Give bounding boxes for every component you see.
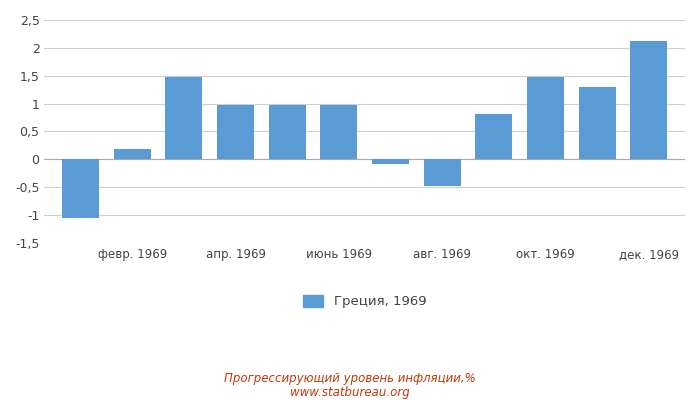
Bar [320, 105, 358, 159]
Bar [579, 87, 616, 159]
Bar [527, 78, 564, 159]
Bar [630, 41, 667, 159]
Bar [217, 105, 254, 159]
Text: www.statbureau.org: www.statbureau.org [290, 386, 410, 399]
Legend: Греция, 1969: Греция, 1969 [298, 290, 431, 314]
Bar [424, 159, 461, 186]
Text: Прогрессирующий уровень инфляции,%: Прогрессирующий уровень инфляции,% [224, 372, 476, 385]
Bar [475, 114, 512, 159]
Bar [372, 159, 409, 164]
Bar [62, 159, 99, 218]
Bar [165, 78, 202, 159]
Bar [269, 105, 306, 159]
Bar [113, 149, 150, 159]
